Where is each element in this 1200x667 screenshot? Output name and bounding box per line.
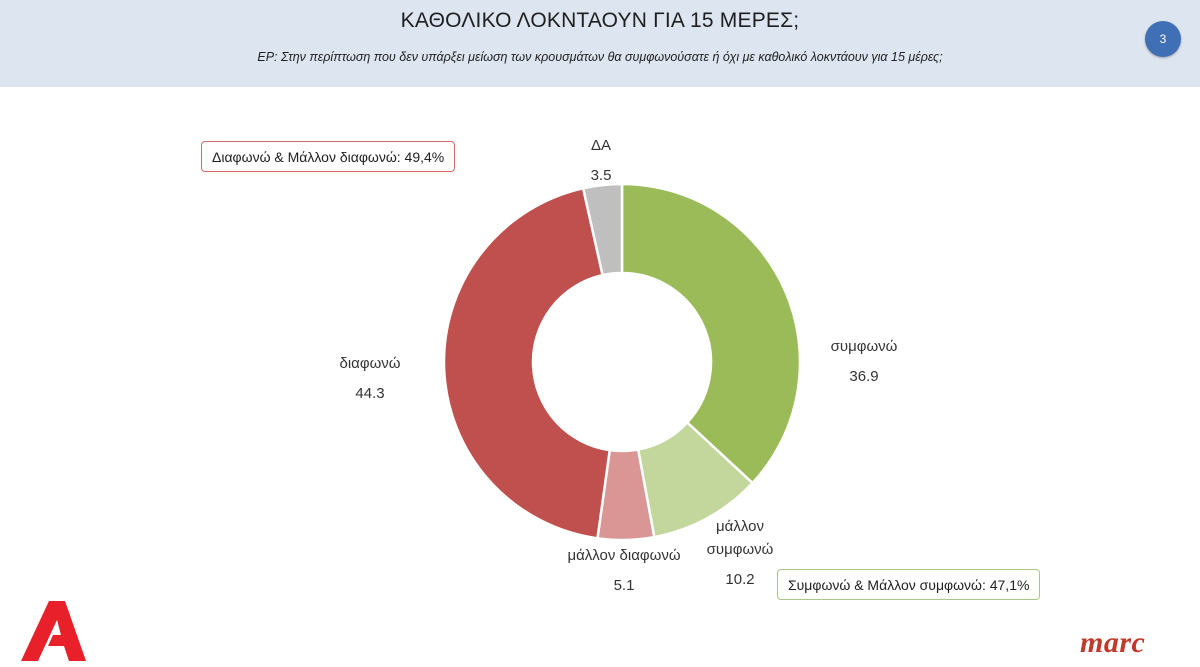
slice-dk-value: 3.5 xyxy=(591,167,612,184)
slice-agree xyxy=(620,182,802,485)
slice-rather-disagree-value: 5.1 xyxy=(614,577,635,594)
disagree-total-callout: Διαφωνώ & Μάλλον διαφωνώ: 49,4% xyxy=(201,141,456,172)
slice-disagree-label: διαφωνώ xyxy=(339,355,400,372)
header-band: ΚΑΘΟΛΙΚΟ ΛΟΚΝΤΑΟΥΝ ΓΙΑ 15 ΜΕΡΕΣ; ΕΡ: Στη… xyxy=(0,0,1200,87)
slice-rather-disagree-label: μάλλον διαφωνώ xyxy=(567,547,680,564)
agree-total-callout: Συμφωνώ & Μάλλον συμφωνώ: 47,1% xyxy=(777,569,1041,600)
slice-rather-agree-label: μάλλον xyxy=(716,518,764,535)
slice-agree-value: 36.9 xyxy=(849,368,878,385)
slice-agree-label: συμφωνώ xyxy=(831,338,898,355)
slice-rather-agree-value: 10.2 xyxy=(725,571,754,588)
alpha-tv-logo-icon xyxy=(21,601,86,661)
slice-dk-label: ΔΑ xyxy=(591,137,611,154)
question-subtitle: ΕΡ: Στην περίπτωση που δεν υπάρξει μείωσ… xyxy=(257,50,943,64)
page-title: ΚΑΘΟΛΙΚΟ ΛΟΚΝΤΑΟΥΝ ΓΙΑ 15 ΜΕΡΕΣ; xyxy=(400,9,800,32)
slice-disagree-value: 44.3 xyxy=(355,385,384,402)
marc-logo: marc xyxy=(1080,626,1146,659)
slice-dk xyxy=(581,182,624,277)
slice-disagree xyxy=(442,186,612,540)
slice-rather-agree-label: συμφωνώ xyxy=(707,541,774,558)
page-number-badge: 3 xyxy=(1145,21,1181,57)
